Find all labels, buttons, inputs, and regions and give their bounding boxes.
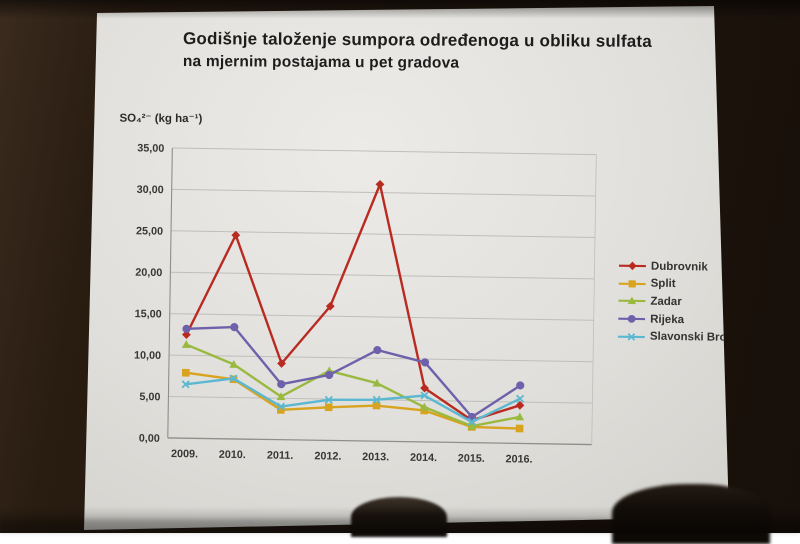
chart-legend: Dubrovnik Split Zadar Rijeka Slavonski B… [618, 257, 735, 347]
legend-label: Dubrovnik [651, 260, 708, 273]
legend-label: Zadar [650, 296, 682, 308]
slavonski-brod-series-swatch-icon [618, 331, 645, 342]
svg-text:5,00: 5,00 [139, 391, 160, 403]
legend-item-slavonski-brod: Slavonski Brod [618, 328, 734, 347]
svg-text:15,00: 15,00 [135, 308, 162, 320]
projected-slide: Godišnje taloženje sumpora određenoga u … [0, 0, 800, 533]
dubrovnik-series-swatch-icon [619, 260, 646, 271]
svg-text:2014.: 2014. [410, 452, 437, 464]
svg-text:2011.: 2011. [267, 449, 294, 461]
room-photo-background: Godišnje taloženje sumpora određenoga u … [0, 0, 800, 533]
svg-text:2016.: 2016. [505, 453, 532, 465]
legend-label: Slavonski Brod [650, 331, 734, 344]
audience-head-silhouette-left [351, 497, 447, 537]
legend-item-rijeka: Rijeka [618, 310, 734, 329]
svg-text:0,00: 0,00 [139, 432, 160, 444]
svg-text:2015.: 2015. [458, 452, 485, 464]
legend-item-zadar: Zadar [618, 292, 734, 311]
rijeka-series-swatch-icon [618, 313, 645, 324]
audience-head-silhouette-right [612, 484, 770, 544]
svg-text:2010.: 2010. [219, 449, 246, 461]
svg-text:2012.: 2012. [314, 450, 341, 462]
legend-label: Split [651, 278, 676, 290]
svg-text:10,00: 10,00 [134, 350, 161, 362]
zadar-series-swatch-icon [618, 296, 645, 307]
svg-text:2013.: 2013. [362, 451, 389, 463]
split-series-swatch-icon [619, 278, 646, 289]
legend-label: Rijeka [650, 313, 684, 326]
svg-text:30,00: 30,00 [137, 184, 164, 196]
svg-text:20,00: 20,00 [135, 267, 162, 279]
svg-text:35,00: 35,00 [137, 142, 164, 154]
svg-text:25,00: 25,00 [136, 225, 163, 237]
legend-item-dubrovnik: Dubrovnik [619, 257, 735, 276]
legend-item-split: Split [619, 275, 735, 294]
svg-text:2009.: 2009. [171, 448, 198, 460]
